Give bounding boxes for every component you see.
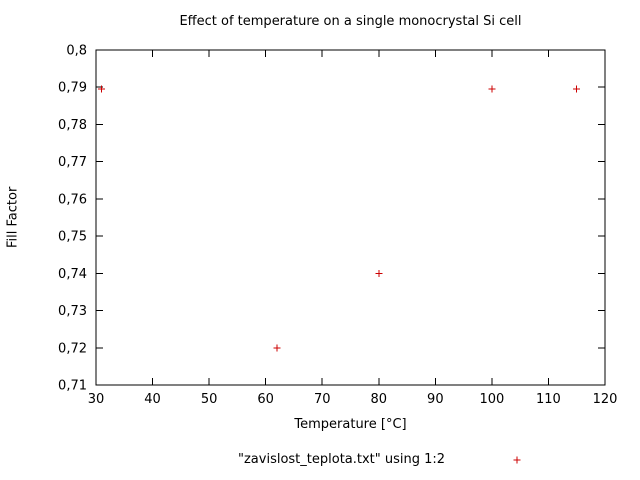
legend-entry: "zavislost_teplota.txt" using 1:2: [238, 452, 523, 467]
y-tick-label: 0,76: [58, 192, 87, 207]
y-tick-label: 0,8: [66, 44, 87, 59]
y-tick-label: 0,74: [58, 267, 87, 282]
legend-plus-icon: [513, 456, 521, 463]
x-tick-label: 110: [536, 392, 561, 407]
chart-title: Effect of temperature on a single monocr…: [179, 14, 522, 29]
x-tick-label: 100: [479, 392, 504, 407]
x-tick-label: 50: [201, 392, 218, 407]
x-axis-title: Temperature [°C]: [294, 417, 407, 432]
x-tick-label: 120: [593, 392, 618, 407]
x-tick-label: 40: [144, 392, 161, 407]
x-tick-label: 60: [257, 392, 274, 407]
y-tick-label: 0,78: [58, 118, 87, 133]
y-tick-label: 0,71: [58, 379, 87, 394]
y-tick-label: 0,73: [58, 304, 87, 319]
y-tick-label: 0,79: [58, 81, 87, 96]
x-tick-label: 30: [88, 392, 105, 407]
x-tick-label: 70: [314, 392, 331, 407]
y-tick-label: 0,77: [58, 155, 87, 170]
plot-border: [95, 49, 606, 386]
x-tick-label: 90: [427, 392, 444, 407]
legend-series-label: "zavislost_teplota.txt" using 1:2: [238, 452, 446, 467]
x-tick-label: 80: [371, 392, 388, 407]
y-tick-label: 0,72: [58, 341, 87, 356]
y-tick-label: 0,75: [58, 230, 87, 245]
